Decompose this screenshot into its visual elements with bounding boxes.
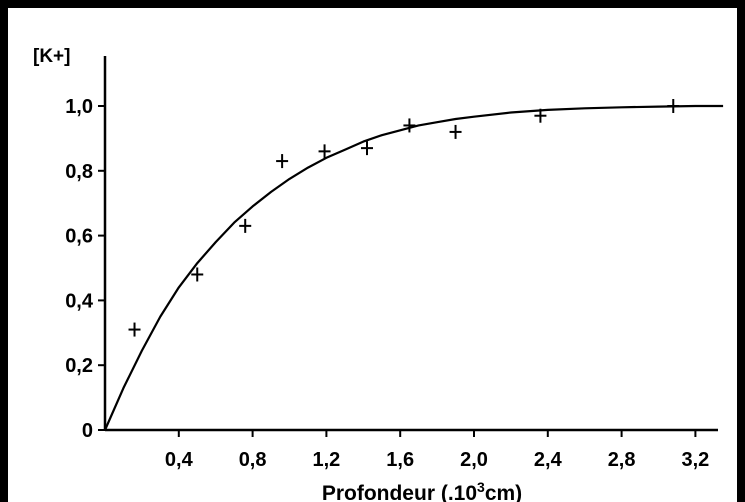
x-axis-label-unit: cm) [485, 482, 522, 502]
y-tick-label: 0 [82, 420, 93, 442]
y-tick-label: 0,8 [65, 161, 93, 183]
x-tick-label: 1,6 [386, 449, 414, 471]
x-tick-label: 2,0 [460, 449, 488, 471]
data-point [403, 118, 416, 133]
y-axis-label: [K+] [33, 46, 70, 67]
data-points [128, 99, 680, 337]
y-tick-label: 0,4 [65, 290, 94, 312]
x-tick-label: 0,8 [239, 449, 267, 471]
y-tick-label: 0,2 [65, 355, 93, 377]
data-point [667, 99, 680, 113]
data-point [534, 108, 547, 123]
x-axis-label-text: Profondeur (.10 [322, 482, 477, 502]
data-point [128, 322, 141, 337]
x-tick-label: 2,4 [534, 449, 563, 471]
x-tick-label: 2,8 [608, 449, 636, 471]
y-tick-label: 0,6 [65, 226, 93, 248]
x-axis-label: Profondeur (.103cm) [322, 479, 522, 502]
y-tick-label: 1,0 [65, 96, 93, 118]
x-tick-label: 1,2 [312, 449, 340, 471]
curve-line [103, 104, 724, 431]
data-point [191, 267, 204, 282]
x-tick-label: 0,4 [165, 449, 194, 471]
data-point [239, 218, 252, 233]
data-point [449, 124, 462, 139]
fitted-curve [103, 104, 724, 431]
tick-labels: 0,4 0,8 1,2 1,6 2,0 2,4 2,8 3,2 0 0,2 0,4 0,6 0,8 1,0 [65, 96, 709, 471]
data-point [360, 141, 373, 156]
data-point [276, 154, 289, 169]
axes [98, 56, 718, 437]
x-tick-label: 3,2 [681, 449, 709, 471]
data-point [318, 144, 331, 159]
x-axis-label-exponent: 3 [477, 479, 485, 495]
